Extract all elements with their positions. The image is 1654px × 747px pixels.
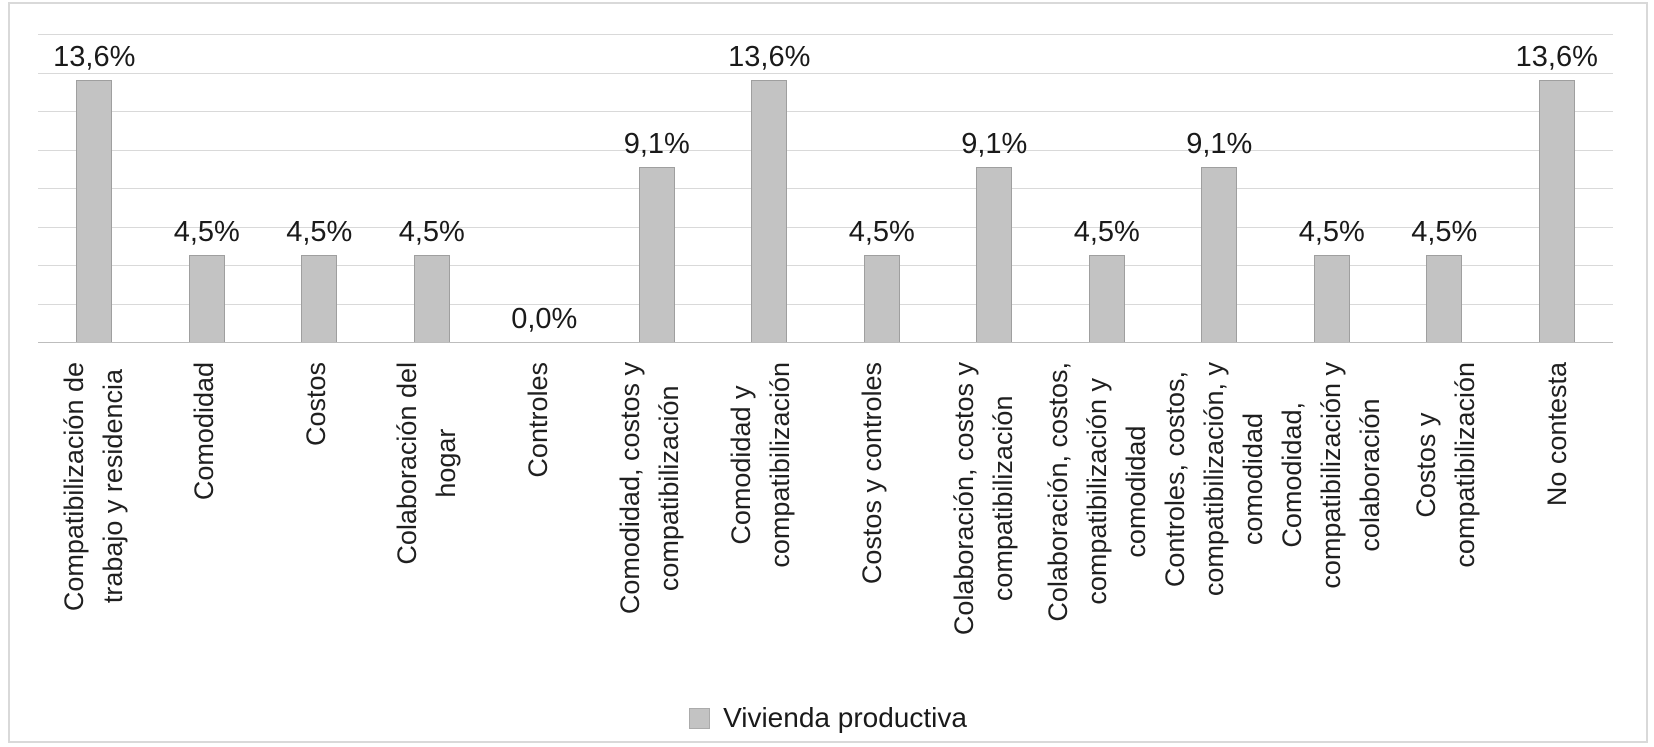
bar-slot: 4,5% [1276,34,1389,342]
bar [1201,166,1238,342]
x-axis-tick: Compatibilización de trabajo y residenci… [38,344,149,656]
x-axis-tick-label: Costos [300,362,331,447]
bar-slot: 9,1% [1163,34,1276,342]
x-axis-tick-label: Compatibilización de trabajo y residenci… [58,362,128,612]
bar-slot: 13,6% [1501,34,1614,342]
bar-slot: 4,5% [1051,34,1164,342]
bar [976,166,1013,342]
bar [413,255,450,342]
bar-value-label: 4,5% [1411,216,1478,249]
bar [1426,255,1463,342]
x-axis-tick-label: Comodidad, compatibilización y colaborac… [1277,362,1386,589]
x-axis-tick: Comodidad y compatibilización [706,344,817,656]
x-axis-tick: Comodidad, compatibilización y colaborac… [1273,344,1390,656]
x-axis-tick: Colaboración, costos y compatibilización [928,344,1039,656]
bar [1538,80,1575,342]
bar [1088,255,1125,342]
x-axis-tick-label: Comodidad [189,362,220,501]
legend-marker-icon [689,707,711,729]
gridline [38,226,1613,228]
bar [76,80,113,342]
bar-value-label: 4,5% [848,216,915,249]
x-axis-tick: Comodidad, costos y compatibilización [594,344,705,656]
plot-area: 13,6% 4,5% 4,5% 4,5% 0,0% 9,1% 13,6% 4,5% 9,1% 4,… [38,34,1613,343]
gridline [38,72,1613,74]
bar-slot: 0,0% [488,34,601,342]
gridline [38,34,1613,35]
bar-value-label: 13,6% [1515,41,1598,74]
x-axis-tick-label: Controles, costos, compatibilización, y … [1160,362,1269,597]
x-axis-tick-label: No contesta [1541,362,1572,507]
x-axis-labels: Compatibilización de trabajo y residenci… [38,344,1613,656]
x-axis-tick-label: Costos y controles [856,362,887,585]
bar [638,166,675,342]
x-axis-tick: Costos y controles [817,344,928,656]
x-axis-tick: Colaboración, costos, compatibilización … [1039,344,1156,656]
x-axis-tick: No contesta [1502,344,1613,656]
bar-slot: 4,5% [376,34,489,342]
bar-slot: 13,6% [713,34,826,342]
bar-value-label: 4,5% [173,216,240,249]
bar [301,255,338,342]
bar-value-label: 9,1% [1186,127,1253,160]
bars-row: 13,6% 4,5% 4,5% 4,5% 0,0% 9,1% 13,6% 4,5% 9,1% 4,… [38,34,1613,342]
x-axis-tick-label: Costos y compatibilización [1411,362,1481,568]
bar-value-label: 4,5% [1298,216,1365,249]
bar-value-label: 13,6% [53,41,136,74]
bar [1313,255,1350,342]
chart-frame: 13,6% 4,5% 4,5% 4,5% 0,0% 9,1% 13,6% 4,5% 9,1% 4,… [8,2,1648,743]
x-axis-tick: Colaboración del hogar [372,344,483,656]
bar-slot: 9,1% [601,34,714,342]
legend: Vivienda productiva [10,702,1646,734]
bar-value-label: 4,5% [1073,216,1140,249]
x-axis-tick-label: Comodidad y compatibilización [726,362,796,568]
bar-slot: 4,5% [263,34,376,342]
gridlines [38,34,1613,343]
x-axis-tick: Comodidad [149,344,260,656]
gridline [38,188,1613,189]
bar-slot: 13,6% [38,34,151,342]
bar-slot: 4,5% [151,34,264,342]
gridline [38,111,1613,112]
gridline [38,265,1613,266]
bar-value-label: 0,0% [511,303,578,335]
bar-slot: 9,1% [938,34,1051,342]
bar-value-label: 4,5% [398,216,465,249]
x-axis-tick: Costos y compatibilización [1390,344,1501,656]
gridline [38,303,1613,305]
bar-slot: 4,5% [1388,34,1501,342]
x-axis-tick: Controles, costos, compatibilización, y … [1156,344,1273,656]
x-axis-tick: Controles [483,344,594,656]
legend-label: Vivienda productiva [723,702,967,733]
bar-value-label: 4,5% [286,216,353,249]
bar [863,255,900,342]
x-axis-tick-label: Controles [523,362,554,478]
bar-slot: 4,5% [826,34,939,342]
x-axis-tick: Costos [261,344,372,656]
x-axis-line [38,342,1613,343]
bar-value-label: 9,1% [961,127,1028,160]
bar [751,80,788,342]
bar-value-label: 13,6% [728,41,811,74]
x-axis-tick-label: Colaboración, costos, compatibilización … [1043,362,1152,622]
x-axis-tick-label: Colaboración del hogar [392,362,462,565]
bar [188,255,225,342]
bar-value-label: 9,1% [623,127,690,160]
x-axis-tick-label: Colaboración, costos y compatibilización [948,362,1018,636]
x-axis-tick-label: Comodidad, costos y compatibilización [614,362,684,615]
gridline [38,149,1613,151]
